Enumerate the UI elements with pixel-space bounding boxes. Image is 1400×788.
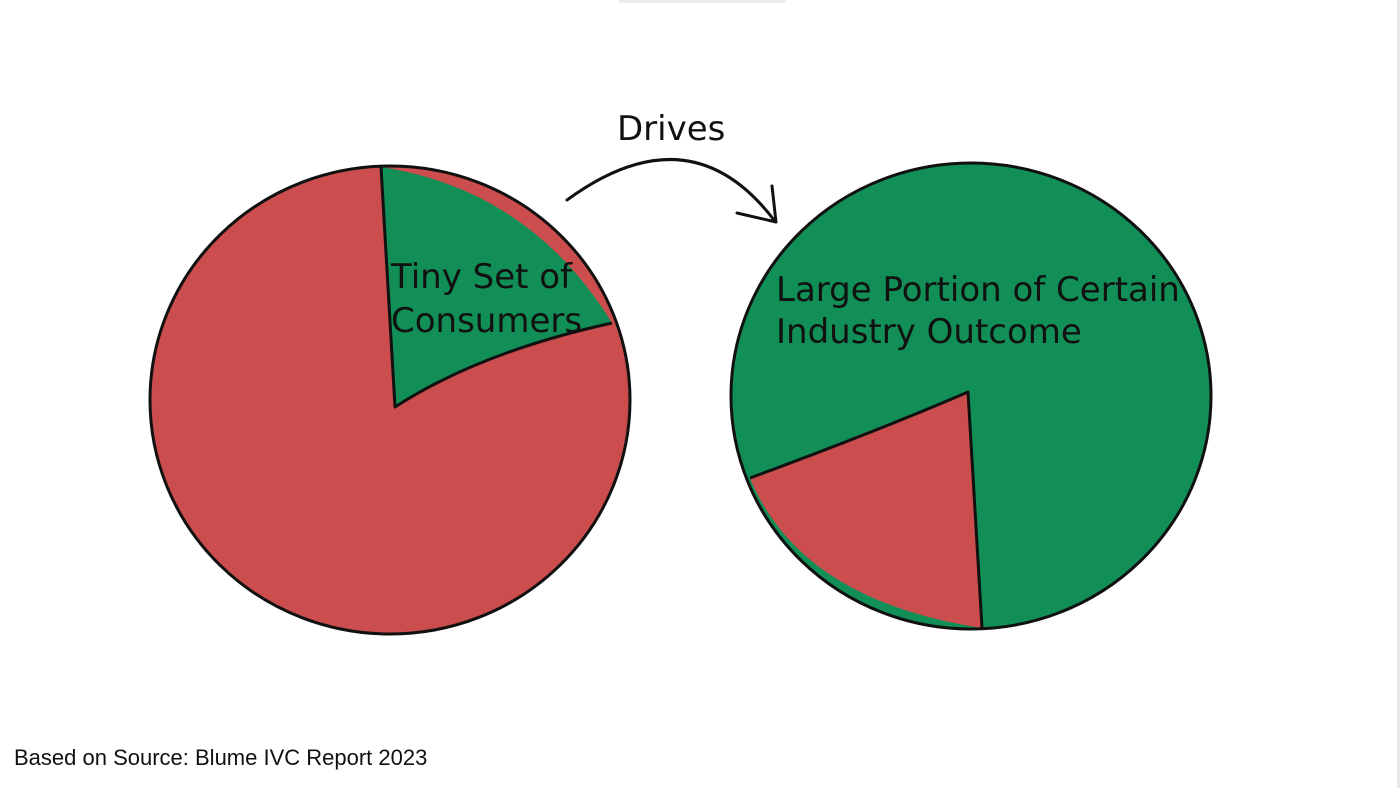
right-edge-border — [1397, 0, 1400, 788]
drives-arrow: Drives — [565, 109, 778, 224]
right-pie-label-line-1: Large Portion of Certain — [776, 270, 1180, 310]
right-pie-outline — [729, 161, 1213, 631]
arrow-curve — [565, 158, 776, 222]
left-pie-divider-lines — [379, 166, 613, 409]
left-pie-outline — [148, 164, 632, 636]
source-caption: Based on Source: Blume IVC Report 2023 — [14, 745, 428, 770]
left-pie-green-slice — [381, 167, 612, 407]
right-pie-chart: Large Portion of Certain Industry Outcom… — [729, 161, 1213, 631]
left-pie-chart: Tiny Set of Consumers — [148, 164, 632, 636]
top-tab-remnant — [618, 0, 786, 3]
right-pie-label-line-2: Industry Outcome — [776, 312, 1082, 352]
right-pie-red-slice — [750, 392, 982, 628]
arrow-label: Drives — [617, 109, 725, 149]
right-pie-divider-lines — [749, 390, 984, 629]
arrowhead-icon — [735, 184, 778, 224]
left-pie-label-line-1: Tiny Set of — [390, 257, 573, 297]
left-pie-label-line-2: Consumers — [391, 301, 582, 341]
